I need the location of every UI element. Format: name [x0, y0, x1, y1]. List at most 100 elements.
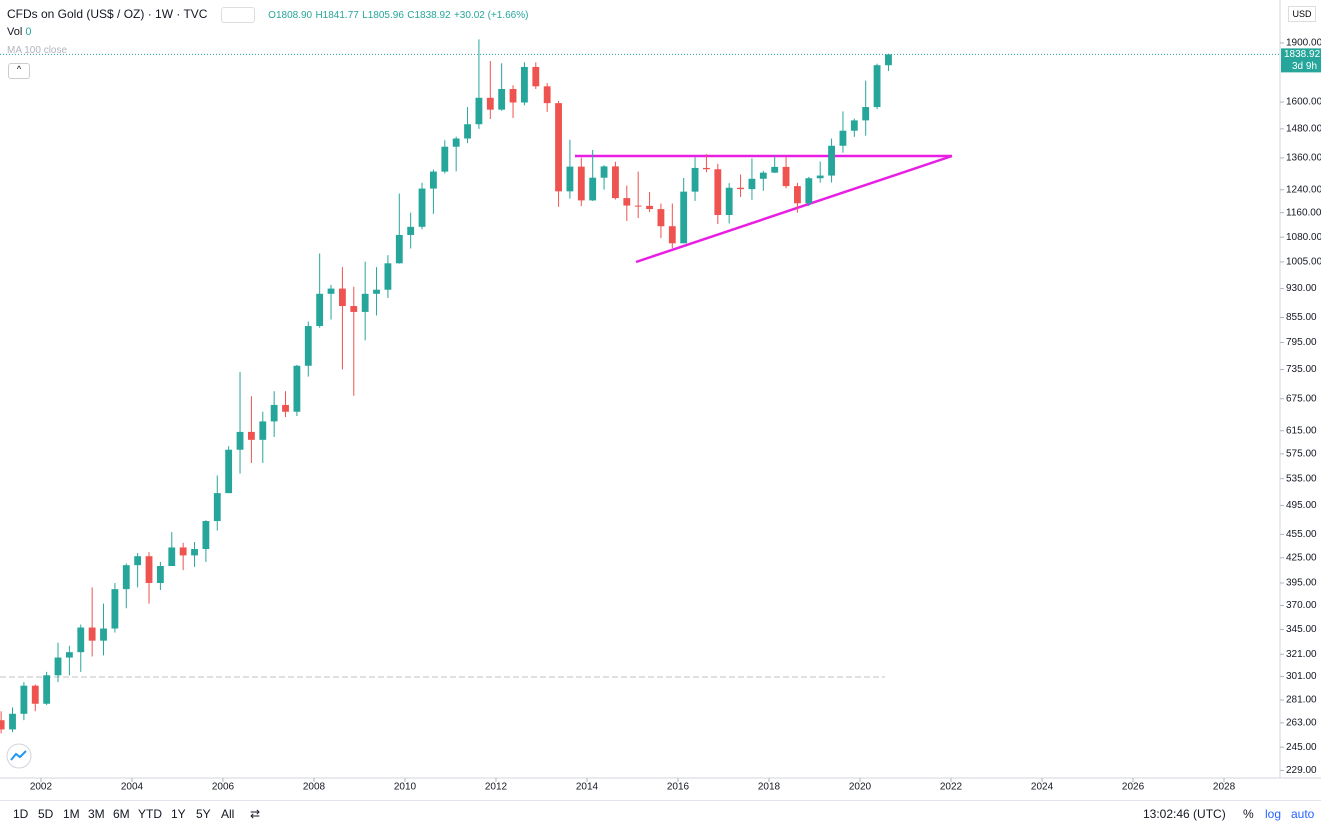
y-tick-label: 229.00: [1286, 765, 1317, 776]
range-button[interactable]: 1Y: [171, 807, 186, 821]
candle-body: [111, 589, 119, 629]
range-button[interactable]: YTD: [138, 807, 162, 821]
x-tick-label: 2016: [667, 782, 690, 793]
candle-body: [725, 187, 733, 215]
symbol: CFDs on Gold (US$ / OZ) · 1W · TVC: [7, 7, 208, 22]
candle-body: [236, 431, 244, 450]
y-tick-label: 855.00: [1286, 312, 1317, 323]
candle-body: [88, 627, 96, 641]
range-button[interactable]: All: [221, 807, 235, 821]
candle-body: [247, 431, 255, 440]
last-price-tag: [1281, 48, 1321, 73]
candle-body: [134, 556, 142, 566]
candle-body: [361, 293, 369, 312]
candle-body: [304, 326, 312, 366]
log-toggle[interactable]: log: [1265, 807, 1282, 821]
price-axis-bg: [1280, 0, 1321, 800]
y-tick-label: 425.00: [1286, 552, 1317, 563]
high: H1841.77: [315, 10, 359, 22]
candle-body: [691, 167, 699, 192]
y-tick-label: 370.00: [1286, 600, 1317, 611]
range-button[interactable]: 1D: [13, 807, 29, 821]
x-tick-label: 2018: [758, 782, 781, 793]
range-button[interactable]: 5Y: [196, 807, 211, 821]
x-tick-label: 2014: [576, 782, 599, 793]
candle-body: [850, 120, 858, 131]
x-tick-label: 2010: [394, 782, 417, 793]
candle-body: [145, 556, 153, 583]
candle-body: [9, 713, 16, 730]
candle-body: [623, 198, 631, 206]
x-tick-label: 2024: [1031, 782, 1054, 793]
candle-body: [634, 205, 642, 207]
candle-body: [350, 306, 358, 312]
candle-body: [418, 188, 426, 227]
auto-toggle[interactable]: auto: [1291, 807, 1315, 821]
y-tick-label: 281.00: [1286, 695, 1317, 706]
x-tick-label: 2002: [30, 782, 53, 793]
candle-body: [259, 421, 267, 440]
bottom-toolbar: 13:02:46 (UTC) % log auto ⇄ 1D 5D 1M 3M 6M YT…: [0, 800, 1321, 827]
candle-body: [816, 175, 824, 179]
candle-body: [839, 130, 847, 146]
candle-body: [612, 166, 619, 199]
change: +30.02 (+1.66%): [453, 10, 529, 22]
candle-body: [885, 54, 892, 66]
legend-row: CFDs on Gold (US$ / OZ) · 1W · TVC O1808…: [7, 7, 528, 23]
candle-body: [782, 166, 790, 187]
candle-body: [600, 166, 608, 178]
candle-body: [555, 103, 562, 192]
candle-body: [156, 566, 164, 583]
candle-body: [828, 145, 835, 176]
y-tick-label: 675.00: [1286, 393, 1317, 404]
clock: 13:02:46 (UTC): [1143, 807, 1226, 821]
candle-body: [657, 209, 665, 227]
candle-body: [0, 720, 5, 730]
candle-body: [213, 493, 221, 522]
candle-body: [316, 293, 324, 327]
range-button[interactable]: 3M: [88, 807, 105, 821]
y-tick-label: 535.00: [1286, 473, 1317, 484]
range-button[interactable]: 5D: [38, 807, 54, 821]
candle-body: [748, 178, 756, 190]
range-button[interactable]: 6M: [113, 807, 130, 821]
percent-toggle[interactable]: %: [1243, 807, 1254, 821]
collapse-button[interactable]: ^: [8, 63, 30, 79]
candle-body: [532, 66, 540, 87]
support-trendline: [635, 154, 953, 264]
candle-body: [395, 234, 403, 264]
candle-body: [179, 547, 187, 556]
last-price-label: 1838.92: [1284, 49, 1321, 60]
y-tick-label: 1360.00: [1286, 153, 1321, 164]
x-tick-label: 2028: [1213, 782, 1236, 793]
candle-body: [577, 166, 585, 201]
close: C1838.92: [407, 10, 451, 22]
countdown-label: 3d 9h: [1292, 61, 1317, 72]
y-tick-label: 495.00: [1286, 500, 1317, 511]
candle-body: [680, 191, 688, 244]
y-tick-label: 1160.00: [1286, 207, 1321, 218]
candle-body: [771, 166, 779, 173]
range-button[interactable]: 1M: [63, 807, 80, 821]
y-tick-label: 930.00: [1286, 283, 1317, 294]
vol-label: Vol: [7, 26, 23, 38]
candle-body: [498, 88, 506, 110]
candle-body: [338, 288, 346, 307]
candle-body: [327, 288, 335, 294]
ma-label: MA 100 close: [7, 45, 68, 56]
chart: 1900.00 1600.00 1480.00 1360.00 1240.00 1160.…: [0, 0, 1321, 800]
x-tick-label: 2022: [940, 782, 963, 793]
status-badge[interactable]: [220, 7, 255, 23]
currency[interactable]: USD: [1288, 6, 1316, 22]
candle-body: [407, 226, 415, 235]
candle-body: [873, 65, 881, 108]
y-tick-label: 575.00: [1286, 449, 1317, 460]
candle-body: [31, 685, 39, 704]
candle-body: [191, 549, 198, 556]
candle-body: [521, 66, 528, 103]
open: O1808.90: [268, 10, 313, 22]
date-range-icon[interactable]: ⇄: [250, 807, 261, 821]
vol-row: Vol 0: [7, 26, 31, 38]
candle-body: [122, 565, 130, 590]
